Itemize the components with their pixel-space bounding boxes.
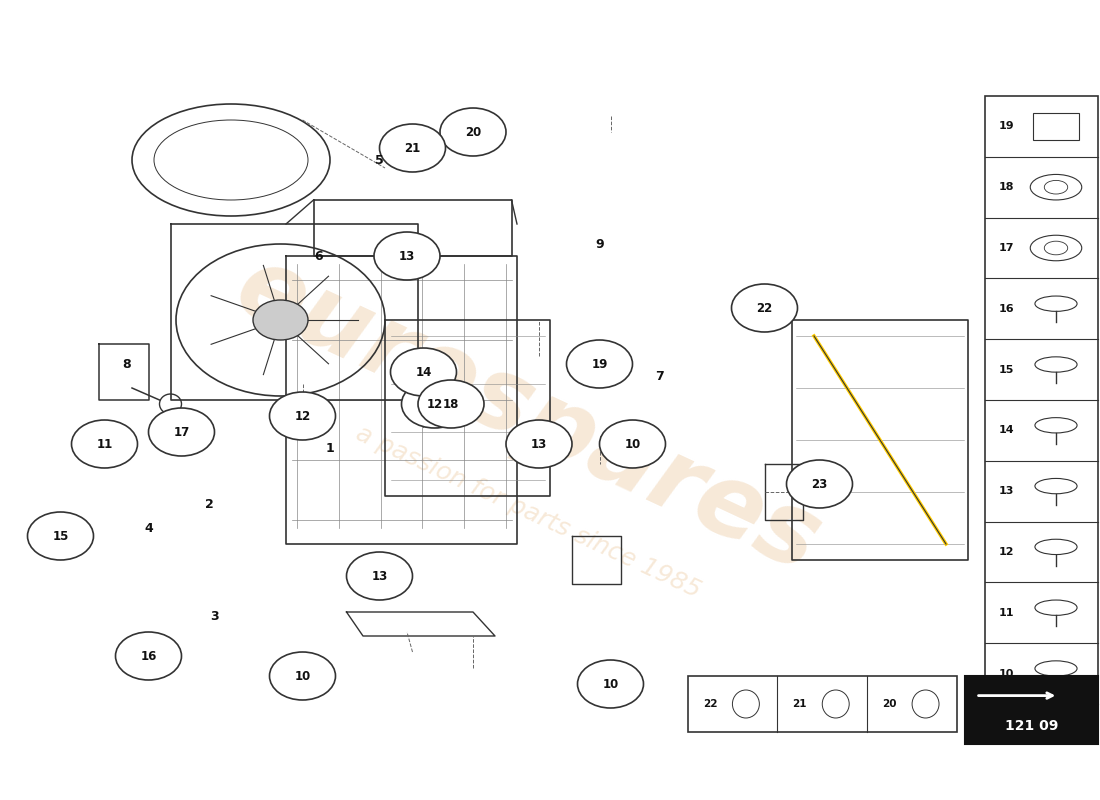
Text: 15: 15	[999, 365, 1014, 374]
Text: 3: 3	[210, 610, 219, 622]
Text: 7: 7	[656, 370, 664, 382]
Text: 121 09: 121 09	[1004, 719, 1058, 734]
FancyBboxPatch shape	[965, 676, 1098, 744]
Text: 11: 11	[999, 608, 1014, 618]
Text: 19: 19	[592, 358, 607, 370]
Circle shape	[786, 460, 852, 508]
Text: 12: 12	[295, 410, 310, 422]
Circle shape	[506, 420, 572, 468]
Text: 1: 1	[326, 442, 334, 454]
Text: 13: 13	[999, 486, 1014, 496]
Circle shape	[566, 340, 632, 388]
Text: 16: 16	[999, 304, 1014, 314]
Circle shape	[600, 420, 666, 468]
Text: 17: 17	[174, 426, 189, 438]
Text: 14: 14	[999, 426, 1014, 435]
Text: 19: 19	[999, 122, 1014, 131]
Text: 8: 8	[122, 358, 131, 370]
Text: 13: 13	[399, 250, 415, 262]
Text: 16: 16	[141, 650, 156, 662]
Text: 6: 6	[315, 250, 323, 262]
Circle shape	[346, 552, 412, 600]
Text: 13: 13	[531, 438, 547, 450]
Circle shape	[72, 420, 138, 468]
Circle shape	[390, 348, 456, 396]
Circle shape	[116, 632, 182, 680]
Text: 22: 22	[703, 699, 717, 709]
Text: 10: 10	[999, 669, 1014, 678]
Circle shape	[374, 232, 440, 280]
Text: 4: 4	[144, 522, 153, 534]
Circle shape	[402, 380, 468, 428]
Circle shape	[440, 108, 506, 156]
FancyBboxPatch shape	[984, 96, 1098, 704]
Circle shape	[379, 124, 446, 172]
Circle shape	[732, 284, 798, 332]
Text: 20: 20	[465, 126, 481, 138]
Text: 15: 15	[53, 530, 68, 542]
Circle shape	[578, 660, 644, 708]
Text: 13: 13	[372, 570, 387, 582]
Circle shape	[270, 392, 336, 440]
Circle shape	[253, 300, 308, 340]
Circle shape	[28, 512, 94, 560]
Text: 12: 12	[999, 547, 1014, 557]
Text: 9: 9	[595, 238, 604, 250]
Text: eurospares: eurospares	[221, 238, 835, 594]
Text: 17: 17	[999, 243, 1014, 253]
Text: 10: 10	[625, 438, 640, 450]
Circle shape	[270, 652, 336, 700]
Circle shape	[148, 408, 214, 456]
Text: 18: 18	[443, 398, 459, 410]
Text: 20: 20	[882, 699, 896, 709]
Text: 23: 23	[812, 478, 827, 490]
Text: 2: 2	[205, 498, 213, 510]
Text: 18: 18	[999, 182, 1014, 192]
Text: 21: 21	[792, 699, 807, 709]
Text: 21: 21	[405, 142, 420, 154]
Circle shape	[418, 380, 484, 428]
FancyBboxPatch shape	[688, 676, 957, 732]
Text: 14: 14	[416, 366, 431, 378]
Text: 10: 10	[603, 678, 618, 690]
Text: 5: 5	[375, 154, 384, 166]
Text: 11: 11	[97, 438, 112, 450]
Text: 12: 12	[427, 398, 442, 410]
Text: 10: 10	[295, 670, 310, 682]
Text: 22: 22	[757, 302, 772, 314]
Text: a passion for parts since 1985: a passion for parts since 1985	[352, 422, 704, 602]
